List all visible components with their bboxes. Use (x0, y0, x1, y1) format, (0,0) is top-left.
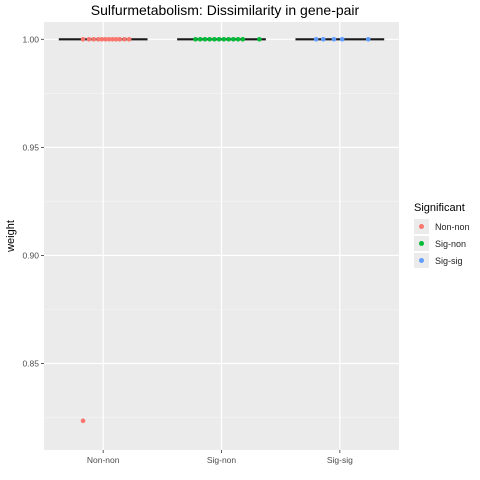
data-point (113, 36, 119, 42)
data-point (365, 36, 371, 42)
legend-marker (419, 224, 424, 229)
data-point (202, 36, 208, 42)
legend-item: Sig-non (414, 235, 470, 252)
data-point (331, 36, 337, 42)
y-tick-label: 0.85 (22, 359, 39, 369)
legend-item: Non-non (414, 218, 470, 235)
data-point (99, 36, 105, 42)
data-point (80, 418, 86, 424)
x-tick-label: Sig-sig (327, 455, 353, 465)
legend-key (414, 219, 429, 234)
data-point (207, 36, 212, 42)
data-point (320, 36, 326, 42)
chart-title: Sulfurmetabolism: Dissimilarity in gene-… (90, 2, 360, 18)
data-point (110, 36, 115, 42)
legend-label: Sig-non (435, 238, 467, 249)
legend: Significant Non-non Sig-non Sig-sig (414, 202, 470, 269)
data-point (80, 36, 86, 42)
x-tick-label: Sig-non (207, 455, 237, 465)
data-point (226, 36, 231, 42)
legend-label: Non-non (435, 221, 470, 232)
legend-marker (419, 241, 424, 246)
data-point (106, 36, 112, 42)
data-point (235, 36, 241, 42)
data-point (257, 36, 262, 42)
data-point (117, 36, 123, 42)
data-point (339, 36, 345, 42)
y-tick-label: 1.00 (22, 34, 39, 44)
legend-label: Sig-sig (435, 255, 463, 266)
legend-item: Sig-sig (414, 252, 470, 269)
data-point (231, 36, 236, 42)
data-point (216, 36, 222, 42)
data-point (122, 36, 127, 42)
y-axis-label: weight (5, 220, 17, 253)
data-point (197, 36, 203, 42)
y-tick-label: 0.90 (22, 250, 39, 260)
data-point (96, 36, 101, 42)
legend-title: Significant (414, 202, 465, 214)
data-point (313, 36, 319, 42)
data-point (103, 36, 108, 42)
y-tick-label: 0.95 (22, 142, 39, 152)
data-point (212, 36, 217, 42)
data-point (193, 36, 198, 42)
data-point (86, 36, 92, 42)
data-point (91, 36, 96, 42)
legend-marker (419, 258, 424, 263)
data-point (240, 36, 246, 42)
x-tick-label: Non-non (87, 455, 120, 465)
legend-key (414, 236, 429, 251)
legend-key (414, 253, 429, 268)
data-point (126, 36, 132, 42)
data-point (221, 36, 227, 42)
